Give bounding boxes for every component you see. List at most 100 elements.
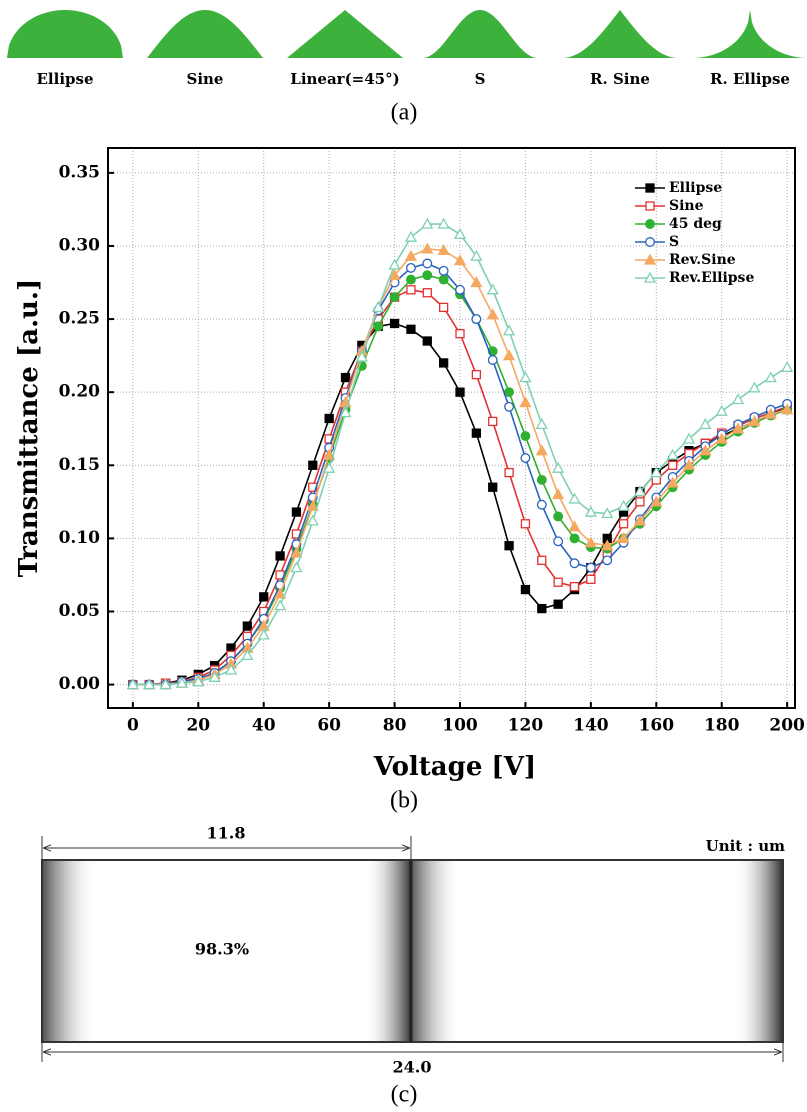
data-point <box>781 403 794 415</box>
profile-label: R. Ellipse <box>710 70 790 88</box>
data-point <box>520 453 531 463</box>
y-tick-label: 0.05 <box>59 601 100 621</box>
data-point <box>437 217 450 229</box>
x-tick-label: 0 <box>127 716 139 736</box>
data-point <box>633 485 647 497</box>
data-point <box>453 254 467 266</box>
panel-b: 0.00 0.05 0.10 0.15 0.20 0.25 0.30 0.35 0 20 40 60 8… <box>59 147 805 736</box>
edge-shade <box>735 861 782 1041</box>
data-point <box>388 268 401 280</box>
data-point <box>617 532 630 544</box>
data-point <box>666 476 679 488</box>
legend-marker <box>645 201 655 211</box>
data-point <box>422 336 432 346</box>
data-point <box>455 387 465 397</box>
profile-label: Ellipse <box>36 70 93 88</box>
data-point <box>241 649 254 661</box>
profile-label: R. Sine <box>590 70 650 88</box>
data-point <box>552 488 565 500</box>
data-point <box>520 431 531 441</box>
dimension-label: 24.0 <box>393 1058 432 1077</box>
data-point <box>650 466 663 478</box>
profile-shape <box>562 10 678 58</box>
profile-shape <box>147 10 263 58</box>
data-point <box>488 482 498 492</box>
series-line <box>132 322 788 686</box>
data-point <box>535 444 548 456</box>
x-tick-label: 200 <box>769 716 805 736</box>
data-point <box>731 393 745 405</box>
data-point <box>340 372 351 383</box>
data-point <box>569 533 580 544</box>
y-tick-label: 0.30 <box>59 235 101 255</box>
data-point <box>306 514 319 526</box>
x-tick-label: 160 <box>639 716 675 736</box>
data-point <box>667 460 678 470</box>
unit-note: Unit : um <box>706 837 786 855</box>
data-point <box>552 461 565 473</box>
data-point <box>242 621 253 631</box>
data-point <box>568 520 581 532</box>
profile-shape <box>7 10 123 58</box>
data-point <box>405 262 416 273</box>
data-point <box>486 283 499 295</box>
data-point <box>699 418 712 429</box>
data-point <box>520 584 531 595</box>
data-point <box>471 369 482 380</box>
data-point <box>339 406 352 418</box>
data-point <box>748 381 761 393</box>
data-point <box>175 676 189 688</box>
legend-marker <box>645 183 655 193</box>
data-point <box>404 230 418 242</box>
legend-label: S <box>669 234 679 250</box>
data-point <box>306 499 319 511</box>
caption: (c) <box>391 1082 418 1108</box>
y-tick-label: 0.00 <box>59 674 101 694</box>
data-point <box>208 670 221 682</box>
data-point <box>290 561 303 573</box>
legend-label: Rev.Sine <box>669 252 736 268</box>
data-point <box>764 407 777 419</box>
legend-label: Rev.Ellipse <box>669 270 754 286</box>
data-point <box>373 321 384 332</box>
x-axis-label: Voltage [V] <box>373 752 536 782</box>
plot-frame <box>107 147 796 709</box>
data-point <box>602 555 613 566</box>
profile-label: Sine <box>187 70 224 88</box>
data-point <box>126 678 139 690</box>
data-point <box>405 274 416 285</box>
data-point <box>259 592 269 602</box>
data-point <box>438 358 449 368</box>
x-tick-label: 140 <box>573 716 609 736</box>
data-point <box>224 663 238 675</box>
data-point <box>504 387 515 398</box>
data-point <box>406 285 416 295</box>
edge-shade <box>43 861 98 1041</box>
data-point <box>372 301 385 313</box>
data-point <box>731 422 745 434</box>
data-point <box>519 371 532 383</box>
profile-label: Linear(=45°) <box>290 70 399 88</box>
data-point <box>504 541 514 551</box>
data-point <box>682 458 696 470</box>
y-tick-label: 0.20 <box>59 382 101 402</box>
data-point <box>617 499 630 511</box>
data-point <box>422 288 432 298</box>
y-axis-label: Transmittance [a.u.] <box>14 279 44 578</box>
data-point <box>586 574 596 584</box>
data-point <box>421 217 434 229</box>
data-point <box>536 499 547 510</box>
data-point <box>584 536 597 548</box>
data-point <box>159 678 172 690</box>
data-point <box>422 258 433 269</box>
legend-marker <box>643 271 657 283</box>
y-tick-label: 0.35 <box>59 162 100 182</box>
series <box>128 318 792 690</box>
x-tick-label: 20 <box>186 716 210 736</box>
data-point <box>291 507 302 517</box>
data-point <box>422 270 433 281</box>
data-point <box>455 329 465 339</box>
data-point <box>438 302 449 313</box>
data-point <box>764 371 777 383</box>
x-tick-label: 60 <box>317 716 341 736</box>
